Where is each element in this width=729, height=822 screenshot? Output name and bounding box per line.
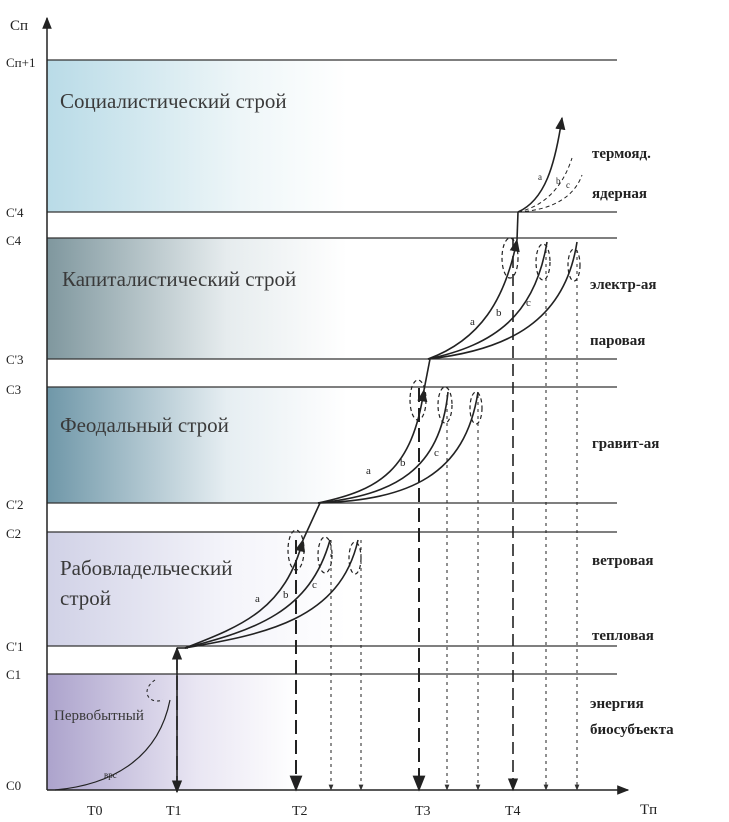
growth-curves-segment-2 bbox=[317, 379, 483, 504]
x-tick-t1: T1 bbox=[166, 804, 182, 819]
start-curve-label: вpc bbox=[104, 770, 117, 780]
band-capitalist bbox=[47, 238, 347, 359]
curve-label-c-3: c bbox=[526, 297, 531, 309]
x-tick-t3: T3 bbox=[415, 804, 431, 819]
curve-label-a-4: a bbox=[538, 172, 542, 182]
primitive-loop bbox=[146, 679, 164, 702]
band-primitive bbox=[47, 674, 297, 790]
energy-label-thermonuclear: термояд. bbox=[592, 146, 651, 162]
band-title-socialist: Социалистический строй bbox=[60, 89, 287, 113]
curve-label-a-2: a bbox=[366, 465, 371, 477]
curve-label-c-2: c bbox=[434, 447, 439, 459]
y-tick-c3: C3 bbox=[6, 382, 21, 397]
band-title-capitalist: Капиталистический строй bbox=[62, 267, 296, 291]
curve-label-c-4: c bbox=[566, 180, 570, 190]
energy-label-nuclear: ядерная bbox=[592, 186, 647, 202]
vertical-dashed-lines bbox=[171, 238, 580, 794]
energy-label-heat: тепловая bbox=[592, 628, 654, 644]
curve-label-b-1: b bbox=[283, 589, 289, 601]
primitive-curve bbox=[54, 699, 171, 791]
curve-label-a-3: a bbox=[470, 316, 475, 328]
band-title-feudal: Феодальный строй bbox=[60, 413, 229, 437]
x-ticks: T0 T1 T2 T3 T4 bbox=[87, 804, 521, 819]
y-tick-c2: C2 bbox=[6, 526, 21, 541]
curve-label-b-4: b bbox=[556, 176, 561, 186]
x-tick-t0: T0 bbox=[87, 804, 103, 819]
energy-label-wind: ветровая bbox=[592, 553, 654, 569]
y-tick-c3p: C'3 bbox=[6, 352, 24, 367]
energy-label-steam: паровая bbox=[590, 333, 645, 349]
link-curve-4 bbox=[516, 211, 519, 241]
curve-label-b-3: b bbox=[496, 307, 502, 319]
band-feudal bbox=[47, 387, 347, 503]
band-title-primitive: Первобытный bbox=[54, 708, 144, 724]
curve-label-b-2: b bbox=[400, 457, 406, 469]
energy-label-gravity: гравит-ая bbox=[592, 436, 659, 452]
y-tick-c4: C4 bbox=[6, 233, 22, 248]
growth-curves-segment-4 bbox=[517, 116, 583, 213]
curve-label-c-1: c bbox=[312, 579, 317, 591]
growth-curves-segment-3 bbox=[427, 237, 581, 360]
curve-label-a-1: a bbox=[255, 593, 260, 605]
link-curve-2 bbox=[302, 502, 321, 541]
link-curve-3 bbox=[423, 358, 431, 391]
growth-curves-segment-1 bbox=[177, 529, 362, 649]
y-tick-c4p: C'4 bbox=[6, 205, 24, 220]
energy-label-biosubject: энергия биосубъекта bbox=[590, 696, 674, 738]
energy-label-electric: электр-ая bbox=[590, 277, 656, 293]
x-axis-label: Tп bbox=[640, 802, 657, 818]
y-tick-c2p: C'2 bbox=[6, 497, 24, 512]
x-tick-t2: T2 bbox=[292, 804, 308, 819]
y-ticks: Cп+1 C'4 C4 C'3 C3 C'2 C2 C'1 C1 C0 bbox=[6, 55, 35, 793]
y-tick-c0: C0 bbox=[6, 778, 21, 793]
y-tick-c1p: C'1 bbox=[6, 639, 24, 654]
energy-label-biosubject-line2: биосубъекта bbox=[590, 722, 674, 738]
y-tick-cn1: Cп+1 bbox=[6, 55, 35, 70]
y-axis-label: Cп bbox=[10, 18, 28, 34]
band-socialist bbox=[47, 60, 347, 212]
y-tick-c1: C1 bbox=[6, 667, 21, 682]
energy-label-biosubject-text: энергия bbox=[590, 696, 644, 712]
x-tick-t4: T4 bbox=[505, 804, 521, 819]
band-title-slave: Рабовладельческий строй bbox=[60, 556, 233, 610]
